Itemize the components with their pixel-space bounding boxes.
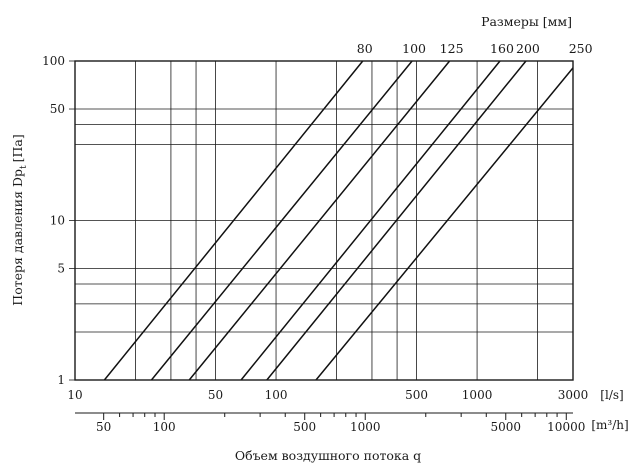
x2-axis-unit: [m³/h] [591, 418, 628, 432]
size-label-80: 80 [357, 41, 373, 56]
y-tick-label: 100 [42, 54, 65, 68]
y-axis-label-unit: [Па] [10, 134, 25, 162]
x2-tick-label: 50 [96, 420, 111, 434]
x-tick-label: 3000 [558, 388, 589, 402]
x-tick-label: 100 [265, 388, 288, 402]
y-tick-label: 5 [57, 262, 65, 276]
y-tick-labels: 1 5 10 50 100 [42, 54, 75, 387]
x2-tick-label: 100 [153, 420, 176, 434]
x-tick-labels: 10 50 100 500 1000 3000 [67, 388, 588, 402]
y-axis-label-main: Потеря давления Dp [10, 169, 25, 306]
x-tick-label: 10 [67, 388, 82, 402]
series-line-200 [266, 60, 527, 381]
x2-tick-label: 5000 [490, 420, 521, 434]
x2-tick-label: 1000 [350, 420, 381, 434]
size-label-100: 100 [402, 41, 426, 56]
y-tick-label: 10 [50, 214, 65, 228]
series-line-250 [315, 67, 574, 381]
chart-title: Размеры [мм] [481, 14, 572, 29]
series-line-80 [103, 60, 364, 381]
grid-lines [75, 61, 573, 380]
y-tick-label: 1 [57, 373, 65, 387]
x-tick-label: 1000 [462, 388, 493, 402]
x-tick-label: 500 [405, 388, 428, 402]
series-lines [103, 60, 574, 381]
secondary-x-axis: 50 100 500 1000 5000 10000 [75, 412, 585, 434]
size-label-125: 125 [440, 41, 464, 56]
size-label-200: 200 [516, 41, 540, 56]
y-tick-label: 50 [50, 102, 65, 116]
series-line-125 [188, 60, 451, 381]
size-label-250: 250 [569, 41, 593, 56]
y-axis-label: Потеря давления Dpt [Па] [10, 134, 29, 305]
x-axis-unit: [l/s] [600, 388, 623, 402]
x-tick-label: 50 [208, 388, 223, 402]
size-label-160: 160 [490, 41, 514, 56]
x2-tick-label: 500 [293, 420, 316, 434]
series-line-100 [150, 60, 413, 381]
y-axis-label-subscript: t [19, 165, 29, 169]
x-axis-label: Объем воздушного потока q [235, 448, 421, 463]
x2-tick-label: 10000 [547, 420, 585, 434]
size-labels: 80 100 125 160 200 250 [357, 41, 593, 56]
series-line-160 [240, 60, 501, 381]
